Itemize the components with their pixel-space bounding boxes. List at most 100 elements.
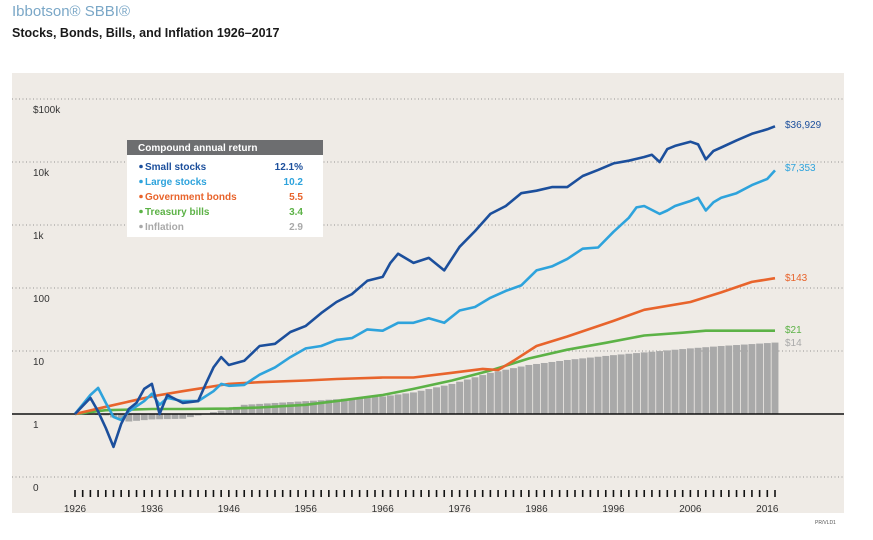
year-tick-mark — [566, 490, 569, 497]
inflation-bar — [456, 381, 464, 414]
legend-marker — [139, 194, 143, 199]
legend-label: Large stocks — [145, 177, 207, 188]
year-tick-mark — [543, 490, 546, 497]
legend-value: 12.1% — [275, 162, 303, 173]
year-tick-mark — [466, 490, 469, 497]
inflation-bar — [117, 414, 125, 420]
year-tick-mark — [497, 490, 499, 497]
inflation-bar — [394, 394, 402, 414]
inflation-bar — [525, 364, 533, 414]
year-tick-mark — [204, 490, 207, 497]
inflation-bar — [348, 398, 356, 414]
legend-value: 10.2 — [284, 177, 304, 188]
year-tick-mark — [143, 490, 146, 497]
inflation-bar — [586, 357, 594, 414]
legend-marker — [139, 224, 143, 229]
year-tick-mark — [743, 490, 746, 497]
inflation-bar — [471, 377, 479, 414]
year-tick-mark — [189, 490, 192, 497]
year-tick-mark — [174, 490, 176, 497]
inflation-bar — [748, 344, 756, 414]
chart-subtitle: Stocks, Bonds, Bills, and Inflation 1926… — [12, 26, 280, 40]
year-tick-mark — [258, 490, 261, 497]
year-tick-mark — [397, 490, 399, 497]
legend-marker — [139, 164, 143, 169]
inflation-bar — [233, 406, 240, 414]
year-tick-mark — [474, 490, 476, 497]
inflation-bar — [717, 346, 725, 414]
year-tick-mark — [297, 490, 299, 497]
y-tick-label: $100k — [33, 105, 61, 116]
x-tick-label: 1956 — [295, 504, 318, 515]
brand-title: Ibbotson® SBBI® — [12, 3, 131, 20]
year-tick-mark — [620, 490, 622, 497]
y-tick-label: 1k — [33, 231, 45, 242]
year-tick-mark — [212, 490, 215, 497]
year-tick-mark — [320, 490, 322, 497]
inflation-bar — [363, 397, 371, 414]
inflation-bar — [625, 353, 633, 414]
end-value-labels: $36,929 $7,353 $143 $21 $14 — [785, 120, 822, 349]
year-tick-mark — [681, 490, 684, 497]
year-tick-mark — [228, 490, 230, 497]
inflation-bar — [633, 353, 640, 414]
year-tick-mark — [651, 490, 653, 497]
inflation-bar — [425, 389, 433, 414]
inflation-bar — [740, 344, 748, 414]
inflation-bar — [686, 348, 694, 414]
inflation-bar — [125, 414, 133, 422]
year-tick-mark — [435, 490, 438, 497]
year-tick-mark — [689, 490, 692, 497]
inflation-bar — [540, 362, 548, 414]
year-tick-mark — [289, 490, 292, 497]
year-tick-mark — [481, 490, 484, 497]
x-tick-label: 1926 — [64, 504, 87, 515]
inflation-bar — [379, 396, 387, 414]
year-tick-mark — [128, 490, 130, 497]
year-tick-mark — [274, 490, 276, 497]
year-tick-mark — [120, 490, 122, 497]
y-tick-label: 0 — [33, 483, 39, 494]
year-tick-mark — [735, 490, 738, 497]
inflation-bar — [510, 368, 517, 414]
year-tick-mark — [489, 490, 492, 497]
year-tick-mark — [604, 490, 607, 497]
inflation-bar — [210, 412, 217, 414]
inflation-bar — [671, 349, 679, 414]
inflation-bar — [763, 343, 771, 414]
inflation-bar — [494, 371, 502, 414]
end-value-label: $36,929 — [785, 120, 822, 131]
inflation-bar — [733, 345, 740, 414]
y-tick-label: 1 — [33, 420, 39, 431]
year-tick-mark — [343, 490, 346, 497]
footer-code: PR/VLD1 — [815, 520, 836, 526]
year-tick-mark — [704, 490, 707, 497]
inflation-bar — [325, 399, 333, 414]
x-tick-label: 1936 — [141, 504, 164, 515]
inflation-bar — [410, 392, 417, 414]
legend-body-bg — [127, 155, 323, 237]
end-value-label: $21 — [785, 325, 802, 336]
year-tick-mark — [197, 490, 199, 497]
inflation-bar — [640, 352, 648, 414]
year-tick-mark — [374, 490, 376, 497]
year-tick-mark — [643, 490, 646, 497]
inflation-bar — [679, 349, 687, 414]
year-tick-mark — [528, 490, 530, 497]
inflation-bar — [563, 359, 571, 414]
year-tick-mark — [512, 490, 515, 497]
year-tick-mark — [597, 490, 599, 497]
series-line — [74, 125, 776, 449]
series-lines — [73, 125, 776, 449]
inflation-bar — [710, 346, 717, 414]
year-tick-mark — [558, 490, 561, 497]
inflation-bar — [133, 414, 140, 421]
year-tick-mark — [304, 490, 307, 497]
legend: Compound annual return Small stocks 12.1%… — [127, 140, 323, 237]
inflation-bar — [440, 385, 448, 414]
inflation-bar — [271, 402, 279, 414]
series-line — [74, 276, 776, 416]
x-tick-label: 2016 — [756, 504, 779, 515]
